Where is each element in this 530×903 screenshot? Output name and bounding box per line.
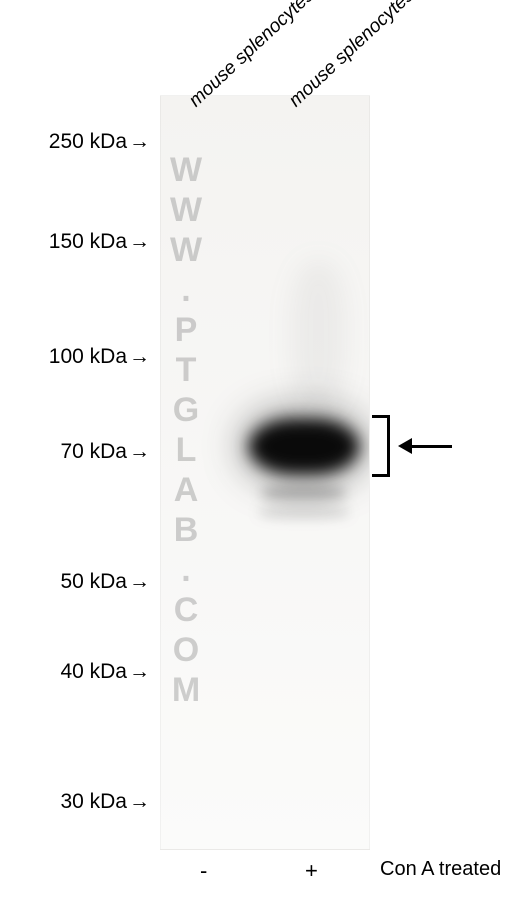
mw-label: 30 kDa [60, 790, 150, 814]
mw-label: 250 kDa [49, 130, 150, 154]
band-smear-1 [261, 486, 346, 500]
band-smear-up [291, 261, 346, 411]
mw-label: 40 kDa [60, 660, 150, 684]
treatment-minus: - [200, 858, 207, 884]
band-smear-2 [259, 506, 349, 518]
mw-label: 100 kDa [49, 345, 150, 369]
watermark-text: WWW.PTGLAB.COM [166, 151, 205, 711]
blot-membrane: WWW.PTGLAB.COM [160, 95, 370, 850]
arrow-head-icon [398, 438, 412, 454]
treatment-plus: + [305, 858, 318, 884]
mw-label: 50 kDa [60, 570, 150, 594]
band-main [249, 419, 359, 474]
band-bracket [372, 415, 390, 477]
figure-root: WWW.PTGLAB.COM mouse splenocytes mouse s… [0, 0, 530, 903]
mw-label: 150 kDa [49, 230, 150, 254]
arrow-shaft [412, 445, 452, 448]
band-arrow [398, 438, 452, 454]
mw-label: 70 kDa [60, 440, 150, 464]
treatment-caption: Con A treated [380, 858, 501, 881]
